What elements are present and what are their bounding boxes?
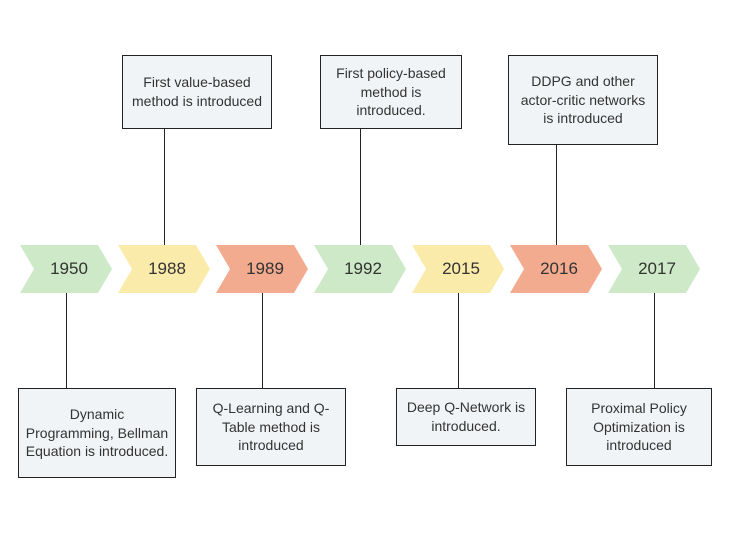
annotation-box: Deep Q-Network is introduced. — [396, 388, 536, 446]
timeline-canvas: 1950 1988 1989 1992 2015 2016 2017 Dynamic Prog… — [0, 0, 730, 537]
timeline-arrow: 1992 — [314, 245, 406, 293]
timeline-arrow: 2017 — [608, 245, 700, 293]
connector-line — [654, 293, 655, 388]
timeline-year-label: 2016 — [534, 259, 578, 279]
annotation-box: DDPG and other actor-critic networks is … — [508, 55, 658, 145]
timeline-arrow: 1989 — [216, 245, 308, 293]
timeline-year-label: 1950 — [44, 259, 88, 279]
annotation-box: Dynamic Programming, Bellman Equation is… — [18, 388, 176, 478]
timeline-year-label: 2015 — [436, 259, 480, 279]
connector-line — [66, 293, 67, 388]
timeline-year-label: 1992 — [338, 259, 382, 279]
timeline-year-label: 1988 — [142, 259, 186, 279]
connector-line — [458, 293, 459, 388]
timeline-year-label: 2017 — [632, 259, 676, 279]
annotation-box: Q-Learning and Q-Table method is introdu… — [196, 388, 346, 466]
connector-line — [164, 129, 165, 245]
timeline-arrow: 1988 — [118, 245, 210, 293]
timeline-arrow: 1950 — [20, 245, 112, 293]
connector-line — [360, 129, 361, 245]
timeline-arrow: 2015 — [412, 245, 504, 293]
connector-line — [556, 145, 557, 245]
connector-line — [262, 293, 263, 388]
timeline-year-label: 1989 — [240, 259, 284, 279]
annotation-box: First value-based method is introduced — [122, 55, 272, 129]
timeline-arrow: 2016 — [510, 245, 602, 293]
annotation-box: Proximal Policy Optimization is introduc… — [566, 388, 712, 466]
annotation-box: First policy-based method is introduced. — [320, 55, 462, 129]
